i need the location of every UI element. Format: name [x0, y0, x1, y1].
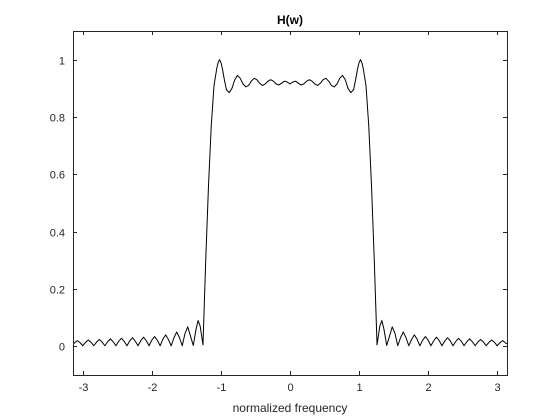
x-tick-label: 1 — [356, 382, 362, 394]
y-tick-label: 0 — [59, 342, 65, 354]
x-tick-label: 0 — [287, 382, 293, 394]
x-tick-label: 3 — [494, 382, 500, 394]
x-tick-label: -1 — [217, 382, 227, 394]
y-tick-label: 0.6 — [50, 170, 65, 182]
y-tick-label: 0.4 — [50, 228, 65, 240]
x-tick-label: -2 — [148, 382, 158, 394]
x-tick-label: 2 — [425, 382, 431, 394]
y-ticks: 0 0.2 0.4 0.6 0.8 1 — [50, 56, 507, 354]
y-tick-label: 0.8 — [50, 113, 65, 125]
plot-area-background — [73, 31, 507, 375]
x-axis-label: normalized frequency — [233, 401, 348, 415]
x-ticks: -3 -2 -1 0 1 2 3 — [79, 31, 501, 394]
y-tick-label: 1 — [59, 56, 65, 68]
y-tick-label: 0.2 — [50, 285, 65, 297]
x-tick-label: -3 — [79, 382, 89, 394]
chart-title: H(w) — [277, 13, 303, 27]
series-line-h-w — [72, 59, 508, 347]
